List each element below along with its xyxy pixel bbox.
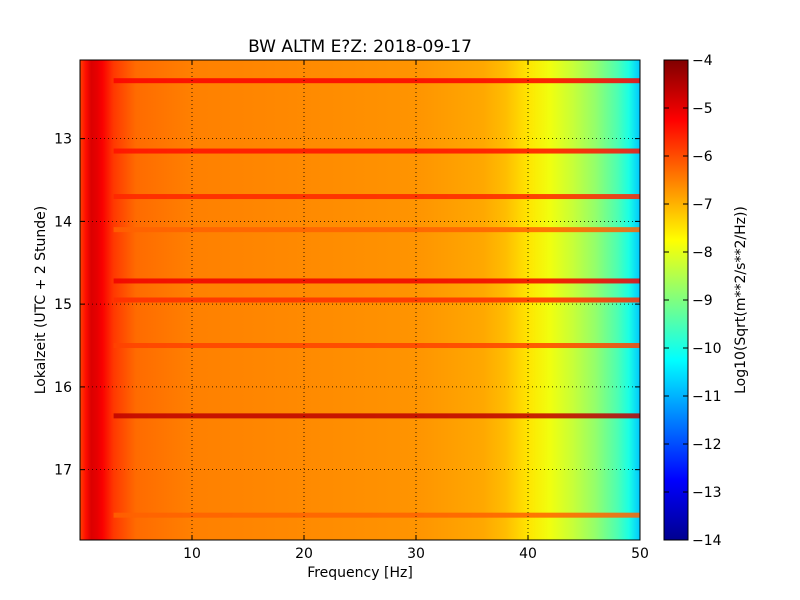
y-tick-label: 17 bbox=[54, 463, 72, 479]
chart-title: BW ALTM E?Z: 2018-09-17 bbox=[248, 37, 472, 57]
heatmap-band bbox=[113, 78, 640, 84]
heatmap-band bbox=[113, 227, 640, 233]
colorbar-tick-label: −5 bbox=[692, 101, 713, 117]
x-axis-ticks: 10 20 30 40 50 bbox=[183, 60, 649, 562]
heatmap-band bbox=[113, 148, 640, 154]
x-tick-label: 30 bbox=[407, 546, 425, 562]
colorbar-tick-label: −4 bbox=[692, 53, 713, 69]
x-tick-label: 50 bbox=[631, 546, 649, 562]
colorbar-label: Log10(Sqrt(m**2/s**2/Hz)) bbox=[733, 206, 749, 394]
colorbar-tick-label: −7 bbox=[692, 197, 713, 213]
colorbar-tick-label: −6 bbox=[692, 149, 713, 165]
colorbar-tick-label: −8 bbox=[692, 245, 713, 261]
y-axis-label: Lokalzeit (UTC + 2 Stunde) bbox=[33, 206, 49, 395]
colorbar-tick-label: −13 bbox=[692, 485, 722, 501]
colorbar-tick-label: −10 bbox=[692, 341, 722, 357]
colorbar-ticks: −4 −5 −6 −7 −8 −9 −10 −11 −12 −13 −14 bbox=[664, 53, 722, 549]
colorbar-tick-label: −14 bbox=[692, 533, 722, 549]
heatmap-bands bbox=[113, 78, 640, 518]
x-tick-label: 10 bbox=[183, 546, 201, 562]
colorbar-tick-label: −11 bbox=[692, 389, 722, 405]
heatmap-band bbox=[113, 343, 640, 349]
plot-frame bbox=[79, 59, 641, 541]
x-tick-label: 20 bbox=[295, 546, 313, 562]
heatmap-band bbox=[113, 512, 640, 518]
grid-lines bbox=[80, 60, 640, 540]
heatmap-band bbox=[113, 278, 640, 284]
colorbar-tick-label: −9 bbox=[692, 293, 713, 309]
heatmap-band bbox=[113, 413, 640, 419]
y-tick-label: 14 bbox=[54, 214, 72, 230]
x-tick-label: 40 bbox=[519, 546, 537, 562]
heatmap-area bbox=[80, 60, 640, 540]
heatmap-band bbox=[113, 297, 640, 303]
y-tick-label: 16 bbox=[54, 380, 72, 396]
heatmap-band bbox=[113, 194, 640, 200]
colorbar-tick-label: −12 bbox=[692, 437, 722, 453]
y-tick-label: 13 bbox=[54, 132, 72, 148]
y-tick-label: 15 bbox=[54, 297, 72, 313]
x-axis-label: Frequency [Hz] bbox=[307, 565, 413, 581]
y-axis-ticks: 13 14 15 16 17 bbox=[54, 132, 640, 479]
